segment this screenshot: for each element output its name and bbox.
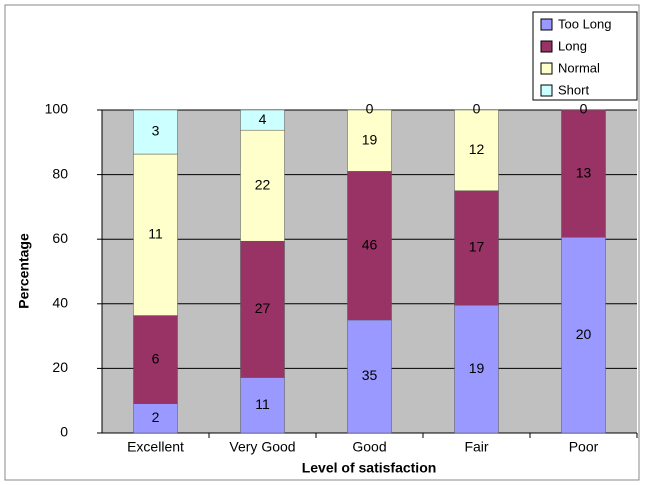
data-label: 6 (152, 350, 160, 366)
y-tick-label: 0 (60, 424, 68, 440)
y-tick-label: 60 (52, 230, 68, 246)
legend-label: Short (558, 82, 589, 97)
bar-segment (347, 109, 392, 172)
bar-segment (347, 171, 392, 321)
bar-segment (561, 109, 606, 238)
data-label: 27 (255, 300, 271, 316)
bar-segment (240, 129, 285, 242)
bar-segment (133, 109, 178, 155)
bar-segment (133, 153, 178, 316)
data-label: 0 (473, 101, 481, 117)
legend-label: Normal (558, 60, 600, 75)
data-label: 0 (366, 101, 374, 117)
bar-segment (454, 190, 499, 306)
data-label: 13 (576, 164, 592, 180)
data-label: 19 (469, 360, 485, 376)
bar-segment (561, 236, 606, 434)
x-tick-label: Good (352, 439, 386, 455)
data-label: 19 (362, 131, 378, 147)
legend-label: Long (558, 38, 587, 53)
y-tick-label: 20 (52, 359, 68, 375)
data-label: 46 (362, 236, 378, 252)
bar-segment (454, 109, 499, 191)
data-label: 22 (255, 176, 271, 192)
data-label: 3 (152, 123, 160, 139)
legend-label: Too Long (558, 16, 612, 31)
bar-segment (240, 109, 285, 131)
data-label: 0 (580, 101, 588, 117)
x-tick-label: Very Good (229, 439, 295, 455)
legend-swatch (540, 62, 553, 75)
bar-segment (454, 304, 499, 434)
y-tick-label: 80 (52, 165, 68, 181)
y-tick-label: 40 (52, 295, 68, 311)
x-axis-label: Level of satisfaction (302, 460, 437, 476)
x-tick-label: Excellent (127, 439, 184, 455)
data-label: 20 (576, 326, 592, 342)
bar-segment (347, 319, 392, 434)
data-label: 11 (148, 225, 163, 241)
legend-swatch (540, 40, 553, 53)
y-axis-label: Percentage (16, 233, 32, 309)
data-label: 35 (362, 367, 378, 383)
legend-swatch (540, 18, 553, 31)
legend-swatch (540, 84, 553, 97)
data-label: 11 (255, 396, 270, 412)
bar-segment (240, 240, 285, 378)
x-tick-label: Fair (464, 439, 488, 455)
x-tick-label: Poor (569, 439, 599, 455)
y-tick-label: 100 (45, 101, 69, 117)
bar-segment (240, 377, 285, 434)
data-label: 12 (469, 141, 485, 157)
data-label: 17 (469, 239, 485, 255)
data-label: 2 (152, 409, 160, 425)
data-label: 4 (259, 111, 267, 127)
